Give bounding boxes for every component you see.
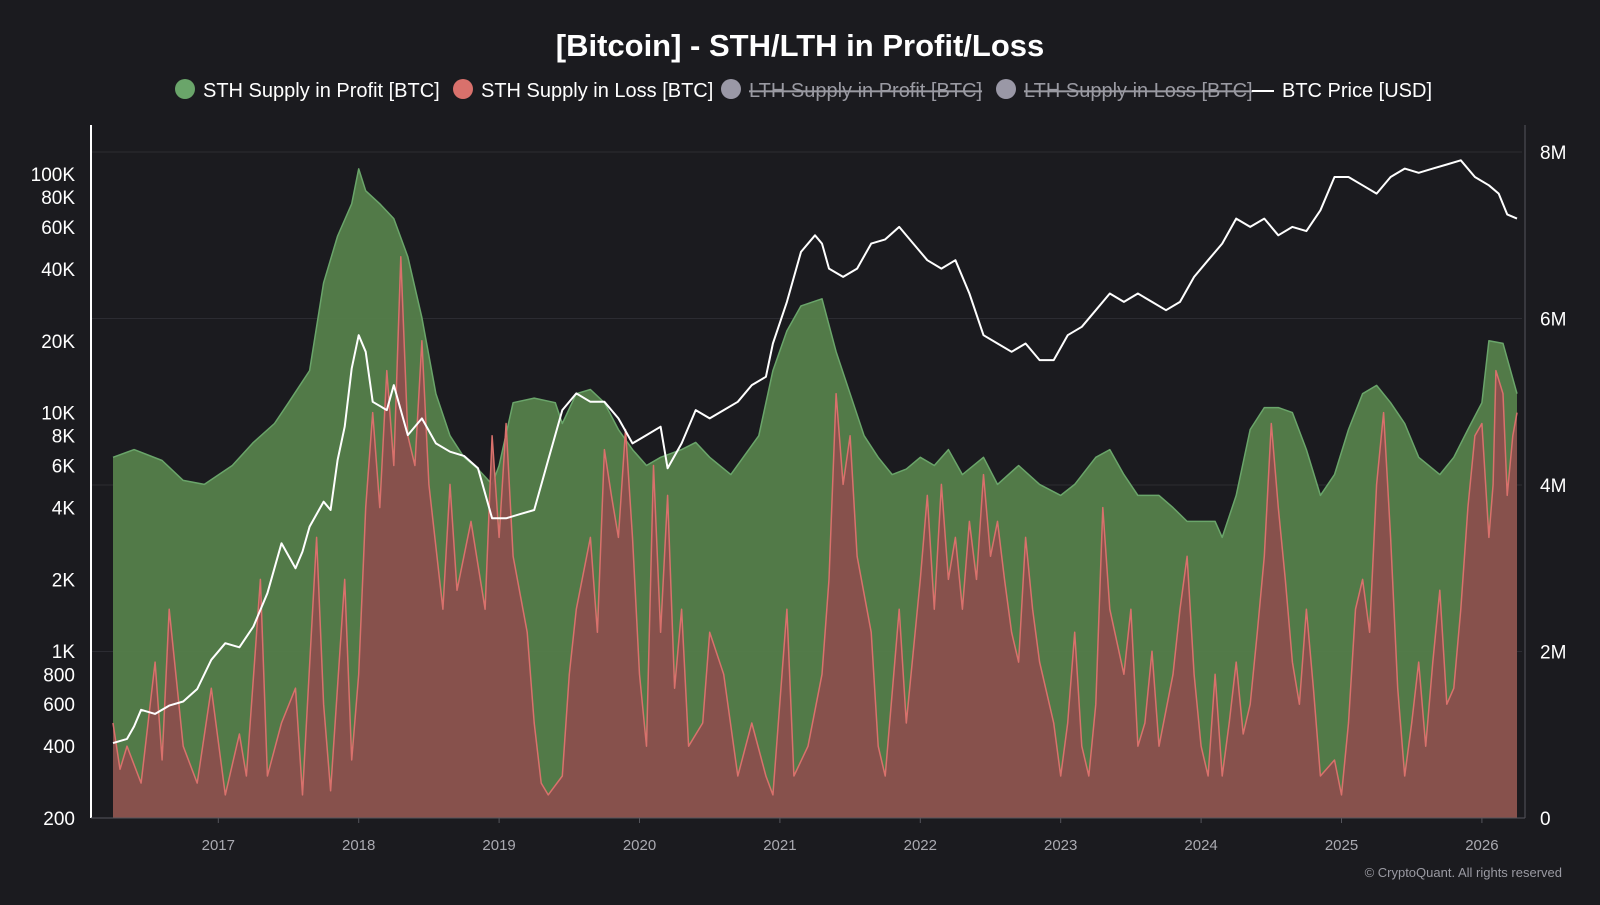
right-tick-label-2: 4M bbox=[1540, 476, 1566, 497]
x-tick-label-6: 2023 bbox=[1044, 837, 1077, 854]
left-tick-label-4: 1K bbox=[52, 642, 76, 663]
legend-item-3[interactable]: LTH Supply in Loss [BTC] bbox=[996, 79, 1253, 102]
legend: STH Supply in Profit [BTC] STH Supply in … bbox=[175, 79, 1432, 102]
left-tick-label-11: 40K bbox=[41, 260, 75, 281]
legend-label-3: LTH Supply in Loss [BTC] bbox=[1024, 80, 1253, 102]
x-tick-label-3: 2020 bbox=[623, 837, 656, 854]
left-tick-label-2: 600 bbox=[43, 695, 75, 716]
right-tick-label-0: 0 bbox=[1540, 809, 1551, 830]
series-line-0 bbox=[112, 168, 1518, 539]
legend-label-4: BTC Price [USD] bbox=[1282, 80, 1432, 102]
series-line-2 bbox=[112, 159, 1518, 745]
x-tick-label-8: 2025 bbox=[1325, 837, 1358, 854]
legend-label-0: STH Supply in Profit [BTC] bbox=[203, 80, 440, 102]
legend-label-1: STH Supply in Loss [BTC] bbox=[481, 80, 713, 102]
legend-item-1[interactable]: STH Supply in Loss [BTC] bbox=[453, 79, 713, 102]
right-tick-label-1: 2M bbox=[1540, 643, 1566, 664]
left-tick-label-3: 800 bbox=[43, 665, 75, 686]
legend-item-2[interactable]: LTH Supply in Profit [BTC] bbox=[721, 79, 982, 102]
left-tick-label-13: 80K bbox=[41, 188, 75, 209]
right-tick-label-3: 6M bbox=[1540, 310, 1566, 331]
left-tick-label-0: 200 bbox=[43, 809, 75, 830]
left-tick-label-9: 10K bbox=[41, 404, 75, 425]
x-tick-label-2: 2019 bbox=[482, 837, 515, 854]
legend-marker-0 bbox=[175, 79, 195, 99]
x-tick-label-7: 2024 bbox=[1184, 837, 1217, 854]
legend-marker-2 bbox=[721, 79, 741, 99]
left-tick-label-5: 2K bbox=[52, 570, 76, 591]
left-tick-label-7: 6K bbox=[52, 457, 76, 478]
left-tick-label-8: 8K bbox=[52, 427, 76, 448]
legend-marker-3 bbox=[996, 79, 1016, 99]
x-tick-label-1: 2018 bbox=[342, 837, 375, 854]
copyright-notice: © CryptoQuant. All rights reserved bbox=[1365, 865, 1562, 880]
legend-marker-1 bbox=[453, 79, 473, 99]
left-tick-label-12: 60K bbox=[41, 218, 75, 239]
x-tick-label-0: 2017 bbox=[202, 837, 235, 854]
legend-label-2: LTH Supply in Profit [BTC] bbox=[749, 80, 982, 102]
left-tick-label-14: 100K bbox=[31, 165, 76, 186]
series-area-1 bbox=[113, 256, 1517, 818]
left-tick-label-6: 4K bbox=[52, 499, 76, 520]
plot-area bbox=[112, 159, 1518, 818]
legend-item-0[interactable]: STH Supply in Profit [BTC] bbox=[175, 79, 440, 102]
x-tick-label-4: 2021 bbox=[763, 837, 796, 854]
left-tick-label-10: 20K bbox=[41, 332, 75, 353]
right-tick-label-4: 8M bbox=[1540, 143, 1566, 164]
legend-item-4[interactable]: BTC Price [USD] bbox=[1252, 80, 1432, 102]
x-tick-label-5: 2022 bbox=[904, 837, 937, 854]
x-tick-label-9: 2026 bbox=[1465, 837, 1498, 854]
left-tick-label-1: 400 bbox=[43, 737, 75, 758]
series-line-1 bbox=[112, 255, 1518, 796]
chart-title: [Bitcoin] - STH/LTH in Profit/Loss bbox=[556, 28, 1045, 63]
